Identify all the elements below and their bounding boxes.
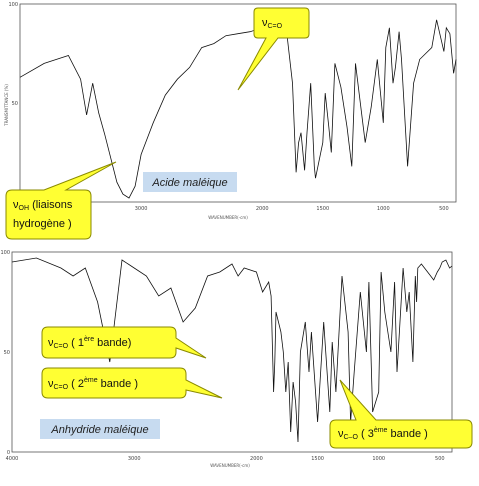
x-ticks-top: 3000 2000 1500 1000 500 — [135, 206, 449, 212]
callout-label-top-oh-line2: hydrogène ) — [13, 218, 72, 230]
x-tick-label-top: 3000 — [135, 206, 148, 212]
callout-bubble-bottom-second — [41, 367, 223, 399]
y-ticks-bottom: 100 50 0 — [0, 250, 10, 456]
y-tick-label-bottom: 100 — [0, 250, 10, 256]
spectrum-line-anhydride — [11, 257, 453, 443]
callout-bottom-second-band: νC=O ( 2ème bande ) — [41, 367, 223, 399]
x-tick-label-top: 500 — [439, 206, 449, 212]
x-tick-label-bottom: 4000 — [6, 456, 19, 462]
x-tick-label-top: 2000 — [256, 206, 269, 212]
y-tick-label-top: 100 — [8, 2, 18, 8]
callout-bubble-bottom-third — [329, 379, 473, 449]
plot-frame-top — [19, 3, 457, 203]
callout-top-co: νC=O — [237, 7, 310, 91]
x-tick-label-bottom: 1500 — [311, 456, 324, 462]
y-tick-label-top: 50 — [12, 101, 18, 107]
y-ticks-top: 100 50 — [8, 2, 18, 107]
callout-label-top-oh: νOH (liaisons — [13, 199, 73, 212]
callout-bubble-bottom-first — [41, 326, 207, 359]
x-axis-label-bottom: WAVENUMBER(-cm) — [210, 463, 250, 468]
spectrum-line-acide — [19, 19, 457, 199]
y-tick-label-bottom: 50 — [4, 350, 10, 356]
x-axis-label-top: WAVENUMBER(-cm) — [208, 215, 248, 220]
y-tick-label-bottom: 0 — [7, 450, 10, 456]
callout-bottom-third-band: νC–O ( 3ème bande ) — [329, 379, 473, 449]
compound-label-acide: Acide maléique — [151, 177, 227, 189]
callout-bottom-first-band: νC=O ( 1ère bande) — [41, 326, 207, 359]
callout-label-bottom-first: νC=O ( 1ère bande) — [48, 336, 131, 350]
x-tick-label-top: 1500 — [316, 206, 329, 212]
x-tick-label-bottom: 1000 — [372, 456, 385, 462]
callout-top-oh: νOH (liaisons hydrogène ) — [5, 161, 117, 240]
x-tick-label-top: 1000 — [377, 206, 390, 212]
y-axis-label-top: TRANSMITTANCE (%) — [4, 84, 9, 127]
x-tick-label-bottom: 500 — [435, 456, 445, 462]
callout-label-bottom-third: νC–O ( 3ème bande ) — [338, 427, 428, 441]
spectrum-panel-acide: WAVENUMBER(-cm) TRANSMITTANCE (%) 3000 20… — [4, 2, 457, 220]
compound-label-chip-acide — [143, 172, 237, 192]
callout-bubble-top-co — [237, 7, 310, 91]
x-ticks-bottom: 4000 3000 2000 1500 1000 500 — [6, 456, 445, 462]
callout-bubble-top-oh — [5, 161, 117, 240]
callout-label-bottom-second: νC=O ( 2ème bande ) — [48, 377, 138, 391]
compound-label-chip-anhydride — [40, 419, 160, 439]
callout-label-top-co: νC=O — [262, 17, 283, 30]
x-tick-label-bottom: 2000 — [250, 456, 263, 462]
compound-label-anhydride: Anhydride maléique — [50, 424, 148, 436]
x-tick-label-bottom: 3000 — [128, 456, 141, 462]
